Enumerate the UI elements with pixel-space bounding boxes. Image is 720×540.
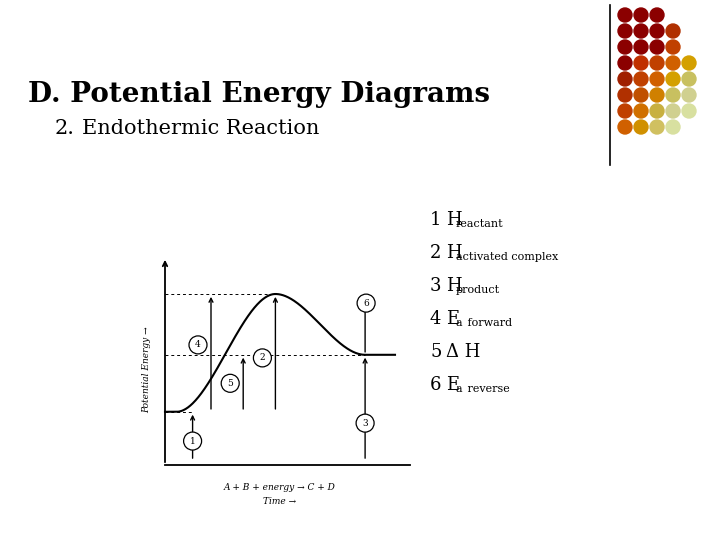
Circle shape (634, 120, 648, 134)
Circle shape (650, 88, 664, 102)
Text: 1: 1 (190, 436, 195, 446)
Text: 1: 1 (430, 211, 441, 229)
Text: H: H (446, 211, 462, 229)
Circle shape (650, 24, 664, 38)
Circle shape (184, 432, 202, 450)
Text: D. Potential Energy Diagrams: D. Potential Energy Diagrams (28, 82, 490, 109)
Text: a: a (456, 384, 463, 394)
Circle shape (634, 56, 648, 70)
Circle shape (666, 56, 680, 70)
Circle shape (618, 56, 632, 70)
Text: activated complex: activated complex (456, 252, 558, 262)
Text: reverse: reverse (464, 384, 510, 394)
Circle shape (618, 88, 632, 102)
Circle shape (650, 104, 664, 118)
Text: 5: 5 (430, 343, 441, 361)
Circle shape (618, 40, 632, 54)
Text: A + B + energy → C + D: A + B + energy → C + D (224, 483, 336, 492)
Text: Δ H: Δ H (446, 343, 480, 361)
Circle shape (666, 72, 680, 86)
Text: 6: 6 (430, 376, 441, 394)
Circle shape (666, 88, 680, 102)
Text: H: H (446, 244, 462, 262)
Text: product: product (456, 285, 500, 295)
Circle shape (650, 120, 664, 134)
Text: 4: 4 (195, 340, 201, 349)
Circle shape (634, 8, 648, 22)
Text: 2.: 2. (55, 118, 75, 138)
Circle shape (189, 336, 207, 354)
Text: H: H (446, 277, 462, 295)
Circle shape (634, 88, 648, 102)
Text: E: E (446, 310, 459, 328)
Circle shape (221, 374, 239, 392)
Circle shape (634, 24, 648, 38)
Circle shape (650, 72, 664, 86)
Text: forward: forward (464, 318, 512, 328)
Text: 3: 3 (362, 418, 368, 428)
Circle shape (666, 104, 680, 118)
Text: 5: 5 (228, 379, 233, 388)
Circle shape (618, 24, 632, 38)
Circle shape (666, 40, 680, 54)
Circle shape (682, 104, 696, 118)
Circle shape (618, 72, 632, 86)
Circle shape (618, 120, 632, 134)
Text: Time →: Time → (264, 497, 297, 506)
Circle shape (682, 72, 696, 86)
Text: 2: 2 (430, 244, 441, 262)
Circle shape (634, 104, 648, 118)
Text: reactant: reactant (456, 219, 503, 229)
Circle shape (682, 88, 696, 102)
Circle shape (650, 8, 664, 22)
Circle shape (650, 56, 664, 70)
Circle shape (666, 120, 680, 134)
Circle shape (650, 40, 664, 54)
Text: 6: 6 (363, 299, 369, 308)
Circle shape (253, 349, 271, 367)
Text: Potential Energy →: Potential Energy → (143, 327, 151, 413)
Circle shape (666, 24, 680, 38)
Circle shape (618, 8, 632, 22)
Text: 4: 4 (430, 310, 441, 328)
Text: a: a (456, 318, 463, 328)
Circle shape (357, 294, 375, 312)
Circle shape (634, 72, 648, 86)
Circle shape (634, 40, 648, 54)
Circle shape (618, 104, 632, 118)
Text: E: E (446, 376, 459, 394)
Text: Endothermic Reaction: Endothermic Reaction (82, 118, 320, 138)
Text: 3: 3 (430, 277, 441, 295)
Circle shape (356, 414, 374, 432)
Text: 2: 2 (260, 353, 265, 362)
Circle shape (682, 56, 696, 70)
